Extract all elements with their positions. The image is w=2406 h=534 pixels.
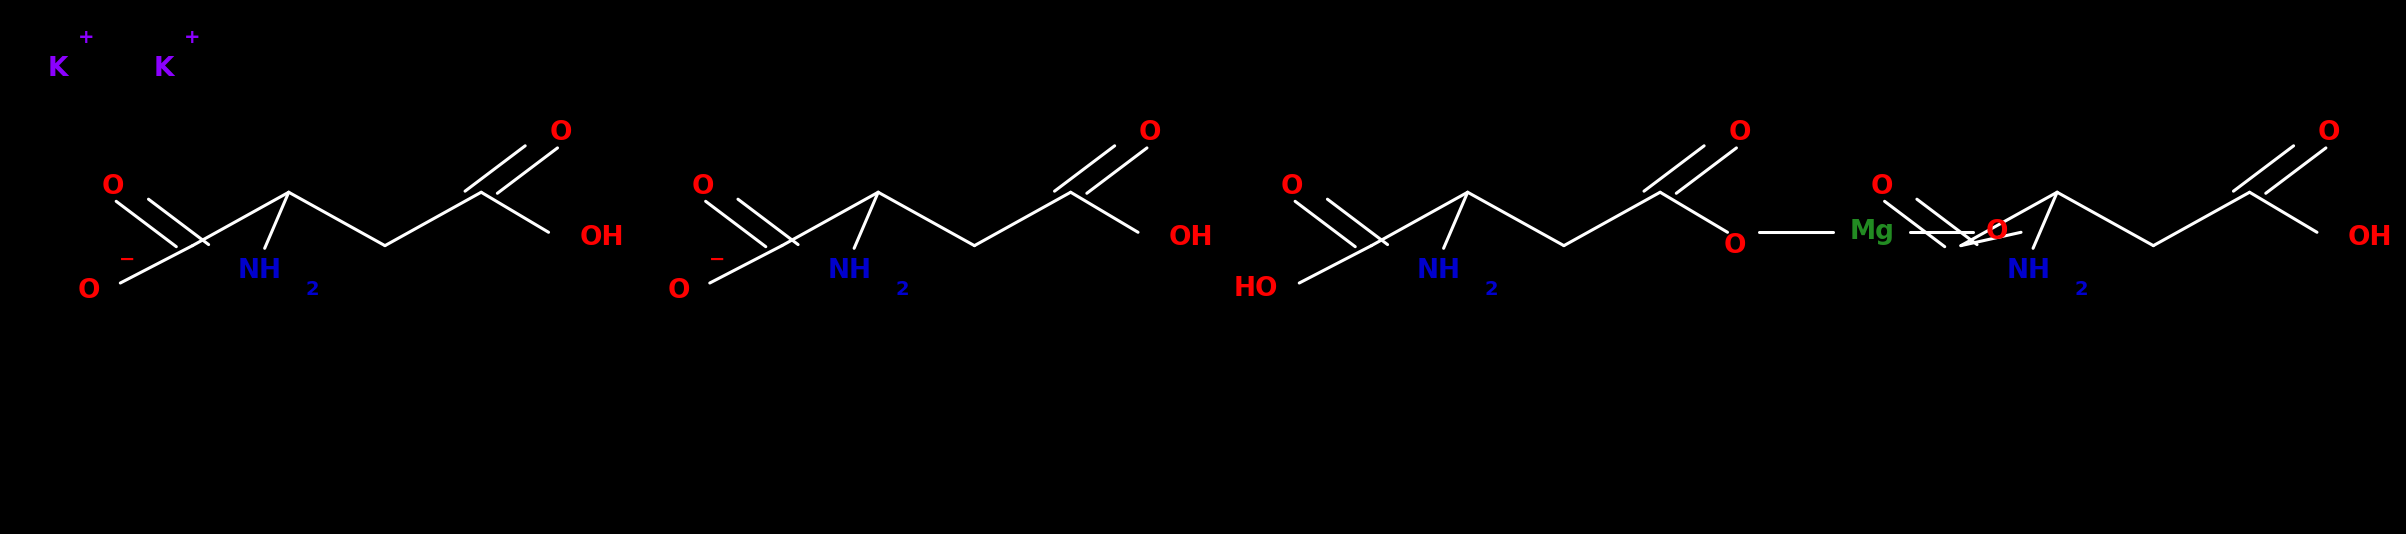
Text: K: K [154, 57, 173, 82]
Text: OH: OH [580, 225, 623, 250]
Text: O: O [77, 278, 101, 304]
Text: O: O [1728, 121, 1752, 146]
Text: O: O [549, 121, 573, 146]
Text: 2: 2 [895, 280, 909, 300]
Text: 2: 2 [1485, 280, 1499, 300]
Text: 2: 2 [306, 280, 320, 300]
Text: O: O [101, 174, 125, 200]
Text: O: O [691, 174, 715, 200]
Text: O: O [1985, 219, 2009, 245]
Text: HO: HO [1234, 277, 1278, 302]
Text: NH: NH [828, 258, 871, 284]
Text: NH: NH [238, 258, 282, 284]
Text: +: + [185, 28, 200, 47]
Text: −: − [120, 249, 135, 269]
Text: Mg: Mg [1850, 219, 1894, 245]
Text: −: − [710, 249, 724, 269]
Text: 2: 2 [2074, 280, 2088, 300]
Text: OH: OH [2348, 225, 2392, 250]
Text: O: O [2317, 121, 2341, 146]
Text: K: K [48, 57, 67, 82]
Text: O: O [1280, 174, 1304, 200]
Text: O: O [1138, 121, 1162, 146]
Text: NH: NH [1417, 258, 1460, 284]
Text: O: O [1723, 233, 1747, 258]
Text: OH: OH [1169, 225, 1213, 250]
Text: O: O [666, 278, 691, 304]
Text: O: O [1869, 174, 1894, 200]
Text: NH: NH [2007, 258, 2050, 284]
Text: +: + [79, 28, 94, 47]
